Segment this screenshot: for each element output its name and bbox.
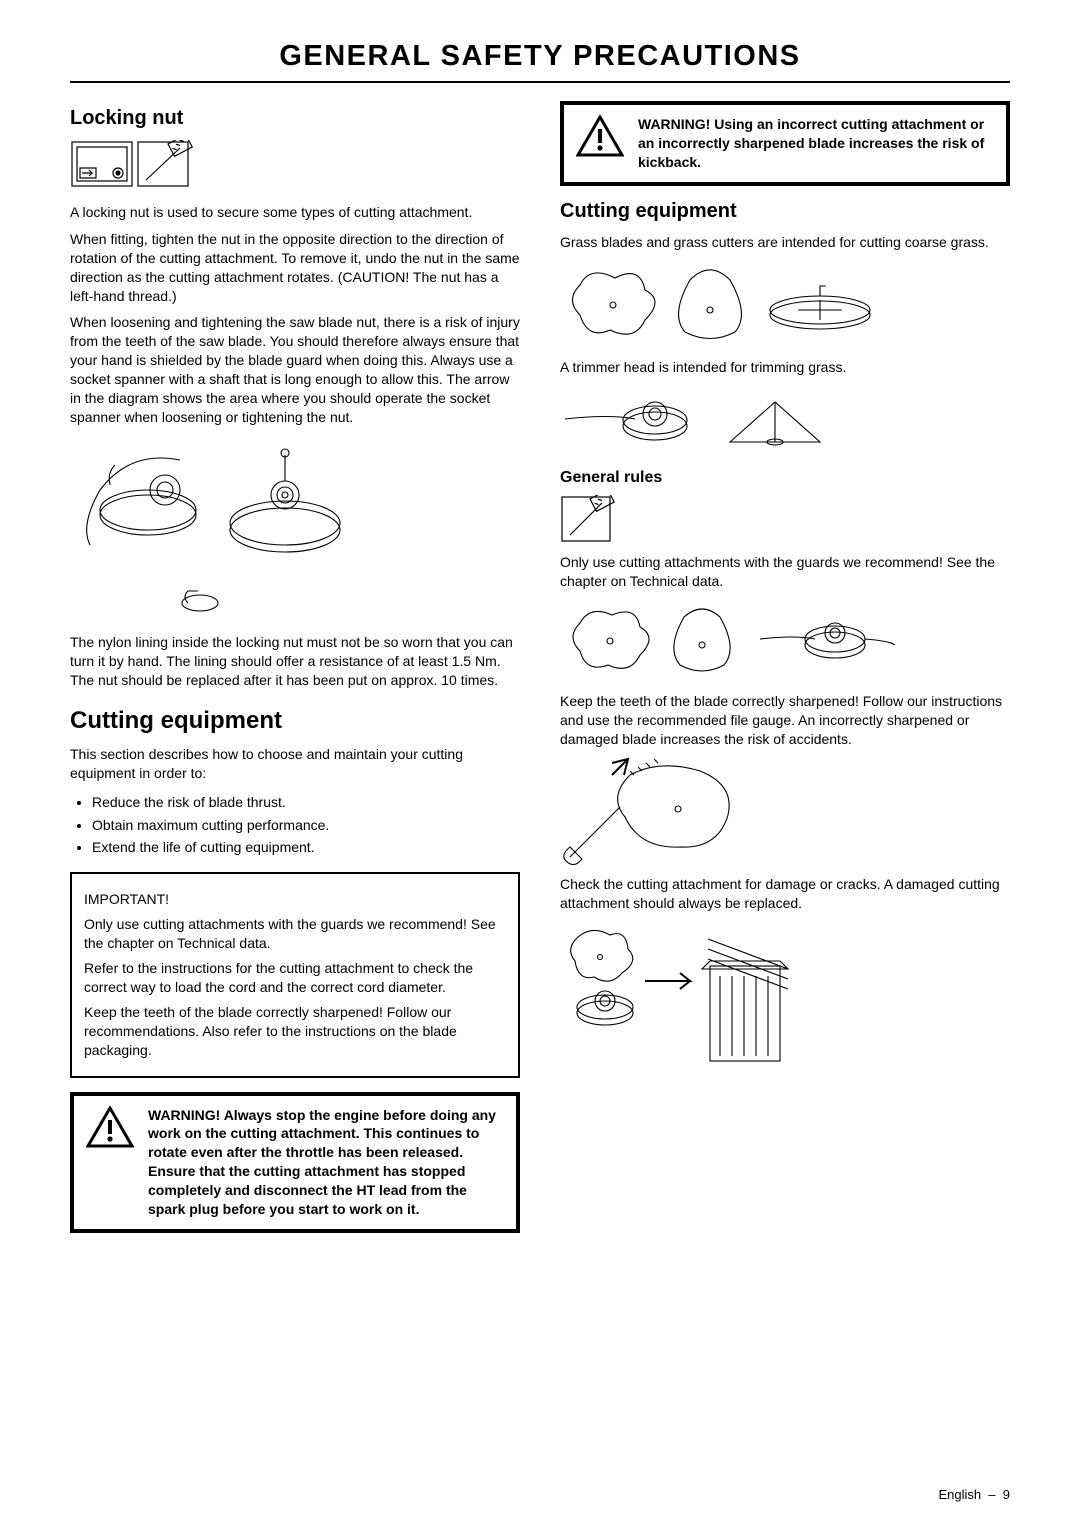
warning-box-2: WARNING! Using an incorrect cutting atta… (560, 101, 1010, 186)
important-p2: Refer to the instructions for the cuttin… (84, 959, 506, 997)
locking-p2: When fitting, tighten the nut in the opp… (70, 230, 520, 306)
warning-icon (86, 1106, 134, 1155)
warning-icon (576, 115, 624, 164)
dispose-illustration (560, 921, 1010, 1071)
cutting-p5: This section describes how to choose and… (70, 745, 520, 783)
bullet-2: Obtain maximum cutting performance. (92, 814, 520, 836)
footer-page-number: 9 (1003, 1487, 1010, 1502)
cutting-equipment-heading-right: Cutting equipment (560, 200, 1010, 223)
bullet-3: Extend the life of cutting equipment. (92, 836, 520, 858)
warning-1-text: WARNING! Always stop the engine before d… (148, 1106, 504, 1219)
locking-nut-heading: Locking nut (70, 107, 520, 130)
important-label: IMPORTANT! (84, 890, 506, 909)
attachments-row-illustration (560, 599, 1010, 684)
right-p2: A trimmer head is intended for trimming … (560, 358, 1010, 377)
warning-box-1: WARNING! Always stop the engine before d… (70, 1092, 520, 1233)
important-p1: Only use cutting attachments with the gu… (84, 915, 506, 953)
page-footer: English – 9 (938, 1487, 1010, 1502)
locking-p3: When loosening and tightening the saw bl… (70, 313, 520, 426)
right-column: WARNING! Using an incorrect cutting atta… (560, 101, 1010, 1247)
important-p3: Keep the teeth of the blade correctly sh… (84, 1003, 506, 1060)
footer-lang: English (938, 1487, 981, 1502)
page-title: GENERAL SAFETY PRECAUTIONS (70, 40, 1010, 81)
important-box: IMPORTANT! Only use cutting attachments … (70, 872, 520, 1077)
locking-p1: A locking nut is used to secure some typ… (70, 203, 520, 222)
spanner-illustration (70, 435, 520, 625)
general-rules-heading: General rules (560, 469, 1010, 487)
trimmer-head-illustration (560, 384, 1010, 459)
right-p5: Check the cutting attachment for damage … (560, 875, 1010, 913)
sharpen-illustration (560, 757, 1010, 867)
manual-icon-illustration (560, 495, 1010, 545)
locking-p4: The nylon lining inside the locking nut … (70, 633, 520, 690)
right-p4: Keep the teeth of the blade correctly sh… (560, 692, 1010, 749)
locking-nut-illustration (70, 140, 520, 195)
content-columns: Locking nut A locking nut is used to sec… (70, 101, 1010, 1247)
grass-blades-illustration (560, 260, 1010, 350)
warning-2-text: WARNING! Using an incorrect cutting atta… (638, 115, 994, 172)
bullet-1: Reduce the risk of blade thrust. (92, 791, 520, 813)
cutting-equipment-heading-left: Cutting equipment (70, 707, 520, 735)
cutting-bullets: Reduce the risk of blade thrust. Obtain … (92, 791, 520, 858)
right-p1: Grass blades and grass cutters are inten… (560, 233, 1010, 252)
left-column: Locking nut A locking nut is used to sec… (70, 101, 520, 1247)
right-p3: Only use cutting attachments with the gu… (560, 553, 1010, 591)
